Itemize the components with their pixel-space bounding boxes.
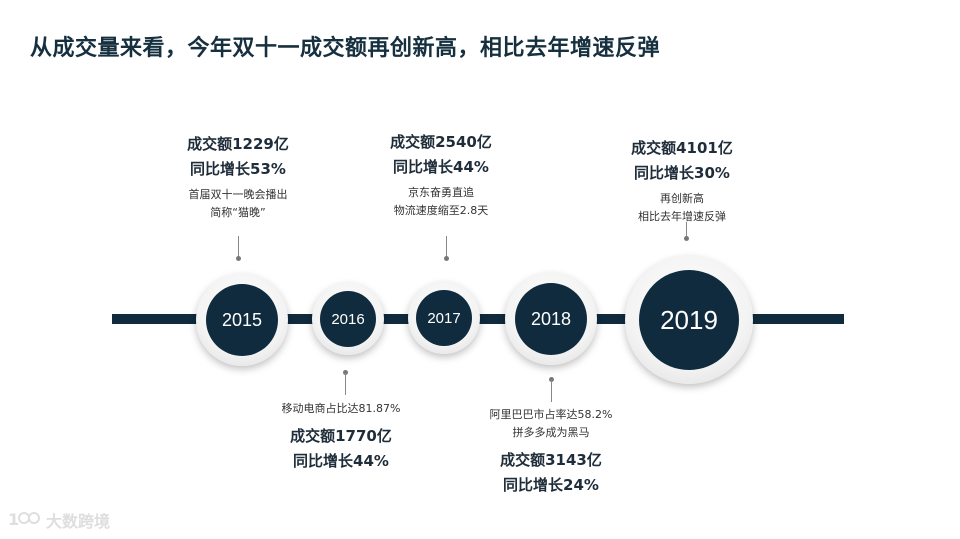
- brand-logo: 1 大数跨境: [8, 508, 110, 532]
- svg-text:1: 1: [8, 510, 19, 529]
- note-2019-2: 相比去年增速反弹: [638, 210, 726, 223]
- growth-2018: 同比增长24%: [503, 476, 599, 494]
- pin-2018: [551, 380, 552, 402]
- year-label-2015: 2015: [206, 284, 278, 356]
- pin-2017: [446, 236, 447, 258]
- year-node-2017: 2017: [408, 282, 480, 354]
- note-2017-1: 京东奋勇直追: [408, 186, 474, 199]
- note-2018-1: 阿里巴巴市占率达58.2%: [489, 408, 613, 421]
- year-label-2019: 2019: [639, 270, 739, 370]
- growth-2015: 同比增长53%: [190, 160, 286, 178]
- growth-2017: 同比增长44%: [393, 158, 489, 176]
- pin-dot-2015: [236, 256, 241, 261]
- pin-2015: [238, 236, 239, 258]
- amount-2016: 成交额1770亿: [290, 427, 392, 445]
- info-2015: 成交额1229亿 同比增长53% 首届双十一晚会播出 简称“猫晚”: [138, 132, 338, 222]
- pin-2019: [686, 222, 687, 238]
- logo-icon: 1: [8, 510, 40, 529]
- amount-2018: 成交额3143亿: [500, 451, 602, 469]
- growth-2016: 同比增长44%: [293, 452, 389, 470]
- info-2017: 成交额2540亿 同比增长44% 京东奋勇直追 物流速度缩至2.8天: [341, 130, 541, 220]
- year-node-2018: 2018: [505, 273, 597, 365]
- year-label-2018: 2018: [515, 283, 587, 355]
- info-2016: 移动电商占比达81.87% 成交额1770亿 同比增长44%: [241, 400, 441, 474]
- info-2019: 成交额4101亿 同比增长30% 再创新高 相比去年增速反弹: [582, 136, 782, 226]
- amount-2019: 成交额4101亿: [631, 139, 733, 157]
- note-2019-1: 再创新高: [660, 192, 704, 205]
- amount-2015: 成交额1229亿: [187, 135, 289, 153]
- pin-2016: [345, 373, 346, 395]
- year-label-2017: 2017: [416, 290, 472, 346]
- note-2016-1: 移动电商占比达81.87%: [281, 402, 401, 415]
- note-2017-2: 物流速度缩至2.8天: [393, 204, 489, 217]
- year-label-2016: 2016: [320, 291, 376, 347]
- pin-dot-2019: [684, 236, 689, 241]
- info-2018: 阿里巴巴市占率达58.2% 拼多多成为黑马 成交额3143亿 同比增长24%: [451, 406, 651, 498]
- year-node-2019: 2019: [625, 256, 753, 384]
- year-node-2015: 2015: [196, 274, 288, 366]
- pin-dot-2016: [343, 370, 348, 375]
- logo-text: 大数跨境: [46, 512, 111, 531]
- note-2018-2: 拼多多成为黑马: [512, 426, 590, 439]
- note-2015-2: 简称“猫晚”: [210, 206, 266, 219]
- page-title: 从成交量来看，今年双十一成交额再创新高，相比去年增速反弹: [30, 36, 661, 61]
- amount-2017: 成交额2540亿: [390, 133, 492, 151]
- pin-dot-2018: [549, 377, 554, 382]
- note-2015-1: 首届双十一晚会播出: [188, 188, 288, 201]
- year-node-2016: 2016: [312, 283, 384, 355]
- pin-dot-2017: [444, 256, 449, 261]
- growth-2019: 同比增长30%: [634, 164, 730, 182]
